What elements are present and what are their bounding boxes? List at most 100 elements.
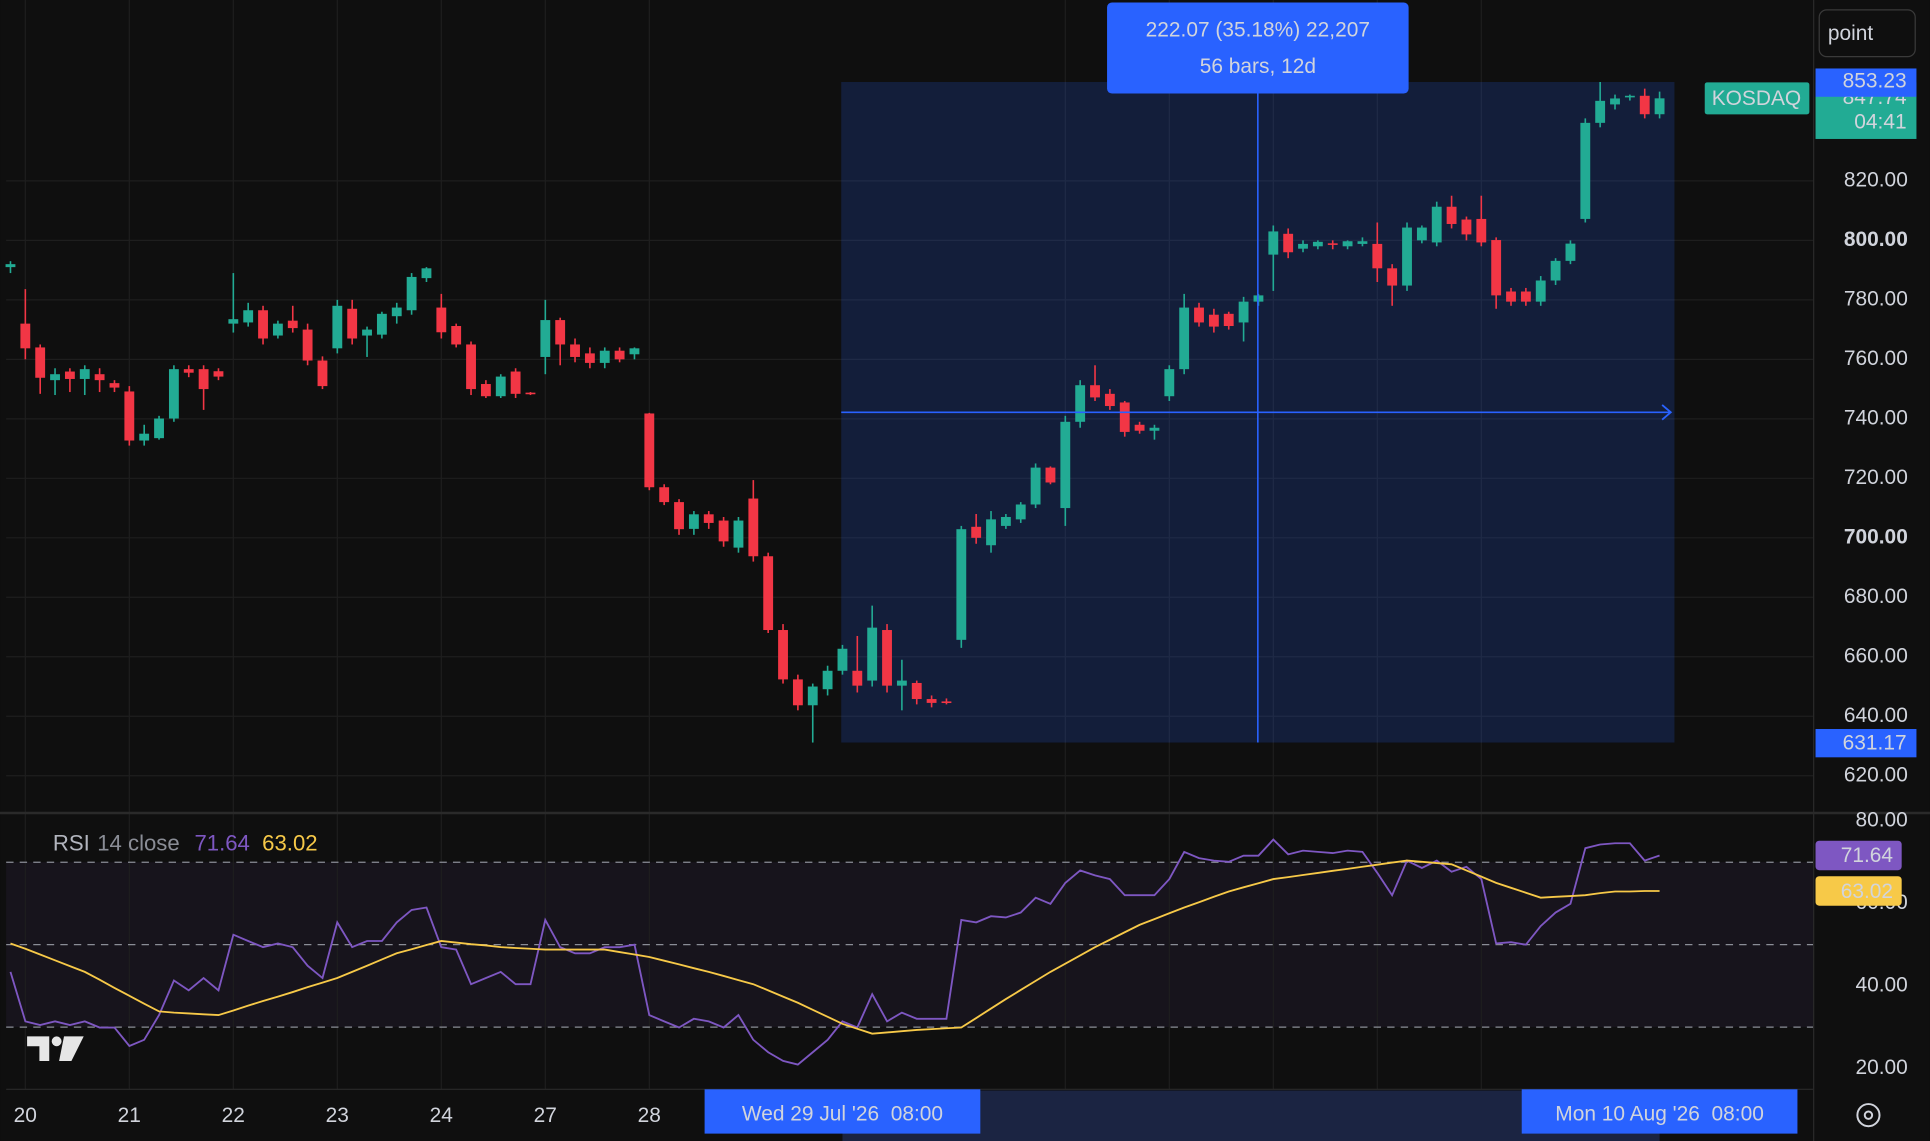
candle-body bbox=[1654, 98, 1665, 115]
candle-body bbox=[510, 371, 521, 394]
measure-arrow bbox=[1661, 404, 1673, 421]
candle-body bbox=[911, 682, 922, 700]
candle-body bbox=[109, 383, 120, 388]
candle-body bbox=[139, 433, 150, 441]
rsi-legend: RSI 14 close 71.64 63.02 bbox=[22, 830, 336, 855]
y-tick-label: 640.00 bbox=[1844, 704, 1908, 727]
candle-body bbox=[971, 526, 982, 538]
candle-body bbox=[748, 498, 759, 557]
rsi-ma-value: 63.02 bbox=[262, 830, 317, 855]
countdown-label: 04:41 bbox=[1854, 110, 1906, 133]
candle-body bbox=[183, 369, 194, 373]
candle-body bbox=[1461, 219, 1472, 235]
candle-body bbox=[822, 670, 833, 690]
grid-layer bbox=[6, 0, 1814, 1090]
y-tick-label: 800.00 bbox=[1844, 228, 1908, 251]
measure-bars: 56 bars, 12d bbox=[1200, 55, 1316, 78]
candle-body bbox=[213, 371, 224, 377]
y-tick-label: 780.00 bbox=[1844, 287, 1908, 310]
candle-body bbox=[1223, 313, 1234, 327]
candle-body bbox=[1565, 243, 1576, 261]
candle-body bbox=[570, 344, 580, 357]
scale-mode-button[interactable]: point bbox=[1818, 9, 1916, 58]
candle-body bbox=[1550, 260, 1561, 281]
candle-body bbox=[79, 369, 90, 379]
candle-body bbox=[1535, 280, 1546, 302]
candle-body bbox=[1357, 241, 1368, 244]
time-range-label: Wed 29 Jul '26 08:00 bbox=[742, 1103, 943, 1126]
x-tick-label: 22 bbox=[222, 1104, 245, 1127]
y-tick-label: 660.00 bbox=[1844, 644, 1908, 667]
candle-body bbox=[1476, 218, 1487, 243]
logo-part bbox=[51, 1036, 62, 1047]
symbol-label: KOSDAQ bbox=[1712, 87, 1801, 110]
candle-body bbox=[1610, 98, 1620, 105]
rsi-tick-label: 20.00 bbox=[1856, 1056, 1908, 1079]
candle-body bbox=[302, 329, 313, 361]
candle-body bbox=[629, 348, 640, 355]
measure-top-tag bbox=[1815, 68, 1917, 97]
candle-body bbox=[1238, 301, 1249, 323]
rsi-params: 14 close bbox=[97, 830, 179, 855]
candle-body bbox=[5, 264, 16, 268]
candle-body bbox=[495, 376, 506, 397]
candle-body bbox=[154, 418, 164, 439]
x-tick-label: 24 bbox=[430, 1104, 454, 1127]
candle-body bbox=[480, 384, 491, 397]
time-range-tag bbox=[1521, 1089, 1798, 1134]
logo-part bbox=[59, 1036, 84, 1061]
y-tick-label: 760.00 bbox=[1844, 347, 1908, 370]
candle-body bbox=[64, 371, 75, 379]
measure-bottom-tag bbox=[1815, 729, 1917, 758]
candle-body bbox=[1595, 100, 1606, 123]
y-tick-label: 720.00 bbox=[1844, 466, 1908, 489]
candle-body bbox=[703, 514, 714, 523]
candle-body bbox=[436, 307, 447, 333]
candle-body bbox=[124, 391, 135, 441]
scale-mode-label[interactable]: point bbox=[1828, 22, 1874, 45]
candle-body bbox=[1431, 206, 1442, 243]
candle-body bbox=[852, 670, 863, 686]
candle-body bbox=[555, 320, 566, 345]
candle-body bbox=[35, 347, 46, 378]
candle-body bbox=[243, 310, 254, 323]
rsi-title: RSI bbox=[53, 830, 90, 855]
y-tick-label: 820.00 bbox=[1844, 168, 1908, 191]
candle-body bbox=[941, 701, 952, 704]
candle-body bbox=[792, 679, 803, 706]
symbol-tag bbox=[1704, 82, 1810, 115]
candle-body bbox=[1164, 369, 1175, 397]
candle-body bbox=[867, 627, 878, 681]
y-tick-label: 740.00 bbox=[1844, 406, 1908, 429]
x-tick-label: 20 bbox=[14, 1104, 37, 1127]
measure-top-label: 853.23 bbox=[1843, 70, 1907, 93]
candle-body bbox=[1387, 268, 1398, 286]
candle-body bbox=[584, 353, 595, 363]
settings-icon[interactable] bbox=[1856, 1103, 1881, 1128]
candle-body bbox=[1179, 307, 1190, 370]
x-tick-label: 28 bbox=[638, 1104, 661, 1127]
time-range-tag bbox=[704, 1089, 981, 1134]
candle-body bbox=[1149, 427, 1160, 431]
candle-body bbox=[198, 369, 209, 390]
rsi-value-tag bbox=[1815, 876, 1902, 906]
candle-body bbox=[926, 699, 937, 703]
candle-body bbox=[1298, 243, 1308, 249]
candle-body bbox=[1208, 314, 1219, 327]
candle-body bbox=[332, 305, 343, 349]
y-tick-label: 680.00 bbox=[1844, 585, 1908, 608]
y-tick-label: 620.00 bbox=[1844, 763, 1908, 786]
candle-body bbox=[1446, 206, 1457, 224]
candle-body bbox=[1060, 421, 1071, 509]
scale-mode-box[interactable] bbox=[1818, 9, 1916, 58]
candle-body bbox=[1119, 402, 1130, 432]
candle-body bbox=[1090, 385, 1100, 398]
rsi-value-tag bbox=[1815, 840, 1902, 871]
candle-body bbox=[1194, 307, 1204, 323]
candle-body bbox=[1030, 467, 1041, 505]
settings-button[interactable] bbox=[1856, 1103, 1881, 1128]
candle-body bbox=[1015, 504, 1026, 520]
candle-body bbox=[1580, 122, 1591, 219]
candle-body bbox=[837, 648, 848, 671]
